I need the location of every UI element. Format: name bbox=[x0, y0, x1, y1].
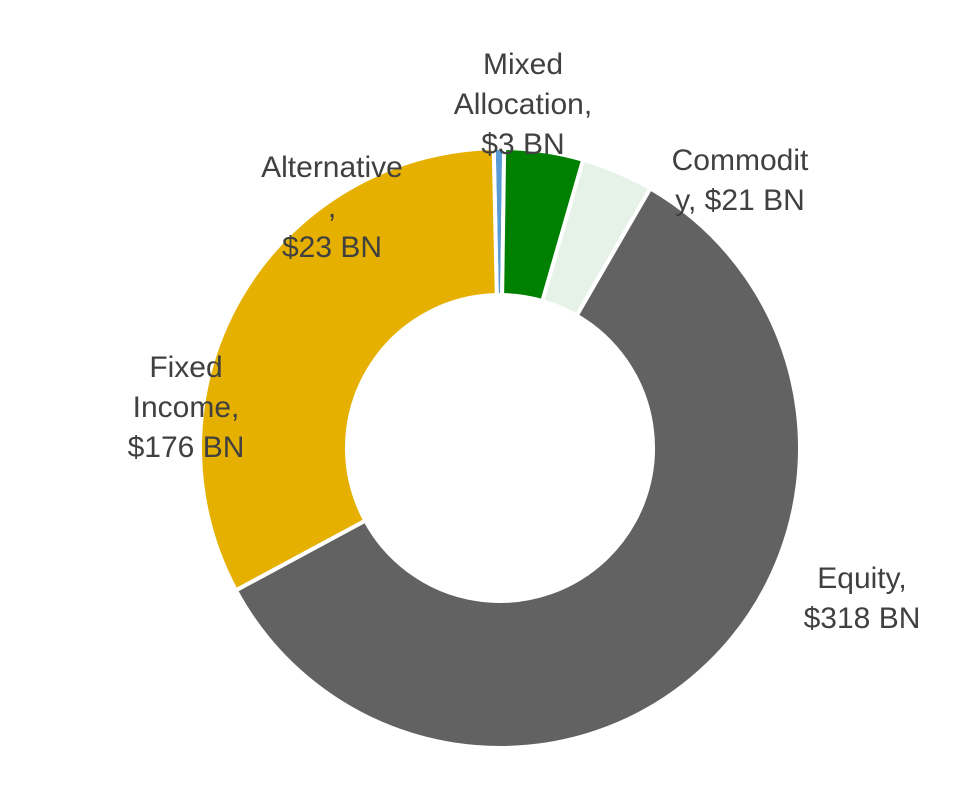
slice-label-commodity: Commodit y, $21 BN bbox=[672, 144, 809, 217]
slice-label-fixed-income: Fixed Income, $176 BN bbox=[128, 351, 245, 464]
slice-label-alternative: Alternative, $23 BN bbox=[261, 151, 403, 264]
slice-fixed-income bbox=[198, 146, 499, 594]
slice-label-equity: Equity, $318 BN bbox=[804, 562, 921, 635]
slice-labels: Equity, $318 BN Fixed Income, $176 BNAlterna… bbox=[128, 48, 921, 635]
donut-slices bbox=[198, 146, 802, 750]
slice-equity bbox=[233, 185, 802, 750]
slice-label-mixed-allocation: Mixed Allocation, $3 BN bbox=[454, 48, 592, 161]
